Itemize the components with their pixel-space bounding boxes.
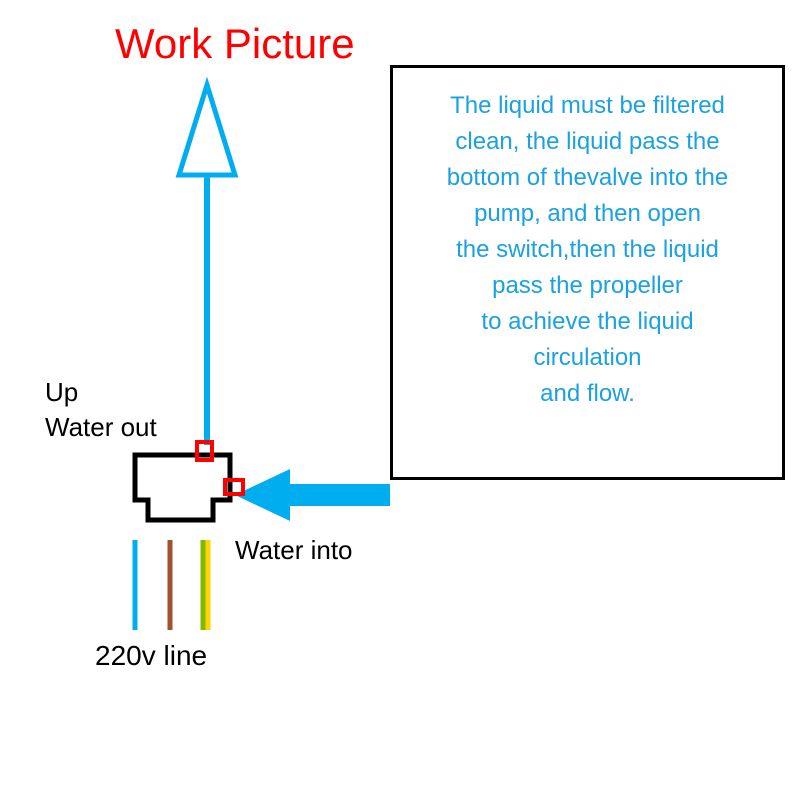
pump-diagram bbox=[0, 0, 800, 800]
pump-body-top bbox=[135, 455, 230, 500]
up-arrow-head bbox=[179, 85, 235, 175]
pump-body-join bbox=[151, 495, 211, 505]
up-arrow-shaft bbox=[204, 175, 210, 445]
into-arrow-shaft bbox=[290, 484, 390, 506]
